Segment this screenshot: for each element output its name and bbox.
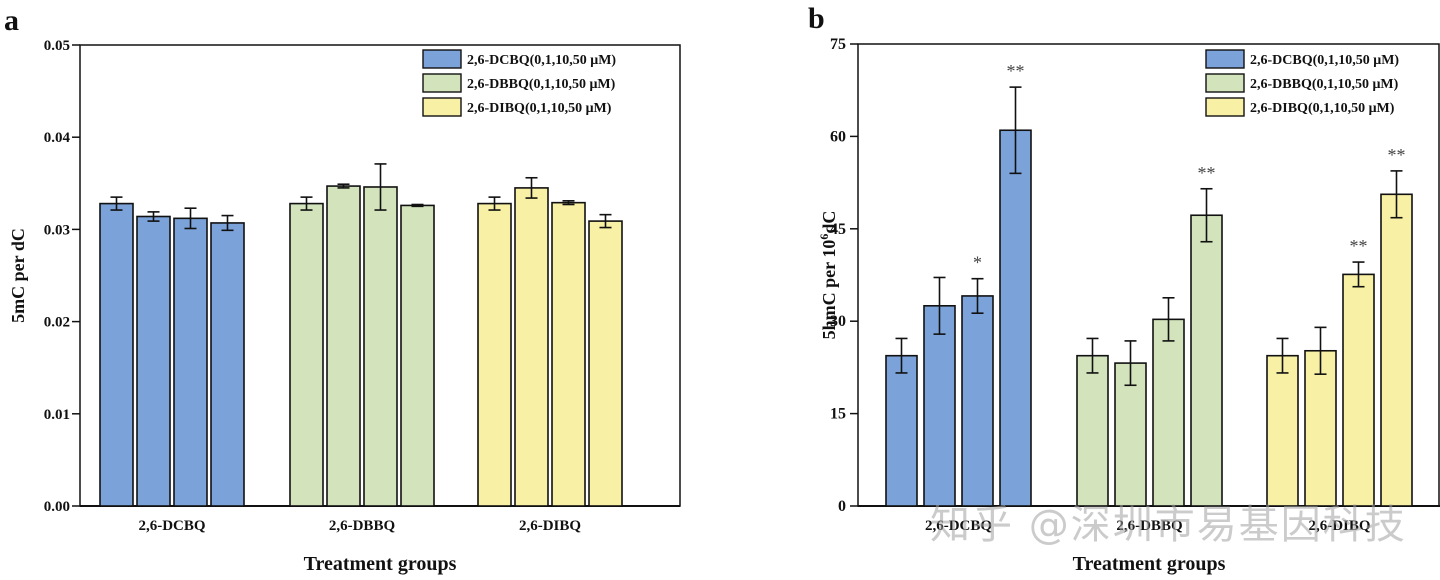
significance-marker: ** — [1388, 145, 1406, 165]
bar — [173, 217, 208, 507]
legend-swatch — [1205, 73, 1245, 93]
x-tick-label: 2,6-DIBQ — [519, 518, 581, 534]
bar — [477, 202, 512, 507]
legend-label: 2,6-DIBQ(0,1,10,50 μM) — [467, 101, 612, 116]
bar — [1190, 214, 1223, 507]
y-tick-label: 30 — [830, 313, 846, 330]
bar — [99, 202, 134, 507]
y-tick-label: 60 — [830, 128, 846, 145]
bar — [289, 202, 324, 507]
significance-marker: ** — [1350, 236, 1368, 256]
legend-label: 2,6-DCBQ(0,1,10,50 μM) — [467, 53, 616, 68]
bar — [1342, 273, 1375, 507]
bar — [1304, 349, 1337, 507]
x-axis-label: Treatment groups — [304, 553, 457, 575]
bar — [210, 222, 245, 507]
chart-panel-a: a 0.00 0.01 0.02 0.03 0.04 0.05 5mC per dC Treat… — [4, 4, 681, 575]
y-axis-label: 5hmC per 106dC — [817, 211, 839, 340]
x-tick-label: 2,6-DCBQ — [925, 518, 992, 534]
y-tick-label: 15 — [830, 406, 846, 423]
legend-label: 2,6-DBBQ(0,1,10,50 μM) — [1250, 77, 1399, 92]
legend-swatch — [422, 97, 462, 117]
bar — [1152, 318, 1185, 507]
bar — [400, 204, 435, 507]
bar — [551, 201, 586, 507]
bar — [136, 215, 171, 507]
significance-marker: * — [973, 253, 982, 273]
y-tick-label: 0.05 — [44, 38, 70, 54]
x-axis-label: Treatment groups — [1073, 553, 1226, 575]
legend-swatch — [1205, 97, 1245, 117]
bar — [326, 185, 361, 507]
significance-marker: ** — [1007, 61, 1025, 81]
x-tick-label: 2,6-DCBQ — [138, 518, 205, 534]
bar — [1076, 354, 1109, 507]
legend-label: 2,6-DBBQ(0,1,10,50 μM) — [467, 77, 616, 92]
watermark: 知乎 @深圳市易基因科技 — [930, 502, 1407, 548]
panel-letter: a — [4, 4, 19, 37]
bar — [514, 187, 549, 507]
y-tick-label: 0 — [838, 498, 846, 515]
x-tick-label: 2,6-DBBQ — [329, 518, 396, 534]
panel-letter: b — [808, 2, 825, 35]
y-axis-label: 5mC per dC — [8, 228, 28, 323]
chart-panel-b: b 0 15 30 45 60 75 5hmC per 106dC Treatment grou… — [808, 2, 1440, 575]
bar — [363, 186, 398, 507]
legend-swatch — [422, 73, 462, 93]
legend-label: 2,6-DCBQ(0,1,10,50 μM) — [1250, 53, 1399, 68]
x-tick-label: 2,6-DIBQ — [1308, 518, 1370, 534]
legend-swatch — [1205, 49, 1245, 69]
legend-label: 2,6-DIBQ(0,1,10,50 μM) — [1250, 101, 1395, 116]
bar — [999, 129, 1032, 507]
y-tick-label: 0.00 — [44, 499, 70, 515]
bar — [923, 304, 956, 507]
y-tick-label: 0.04 — [44, 130, 71, 146]
significance-marker: ** — [1198, 163, 1216, 183]
bar — [1266, 354, 1299, 507]
legend-swatch — [422, 49, 462, 69]
y-tick-label: 45 — [830, 221, 846, 238]
bar — [885, 354, 918, 507]
bar — [961, 295, 994, 507]
bar — [1114, 362, 1147, 507]
bar — [1380, 193, 1413, 507]
y-tick-label: 0.01 — [44, 407, 70, 423]
bar — [588, 220, 623, 507]
y-tick-label: 75 — [830, 36, 846, 53]
y-tick-label: 0.03 — [44, 222, 70, 238]
y-tick-label: 0.02 — [44, 315, 70, 331]
x-tick-label: 2,6-DBBQ — [1116, 518, 1183, 534]
